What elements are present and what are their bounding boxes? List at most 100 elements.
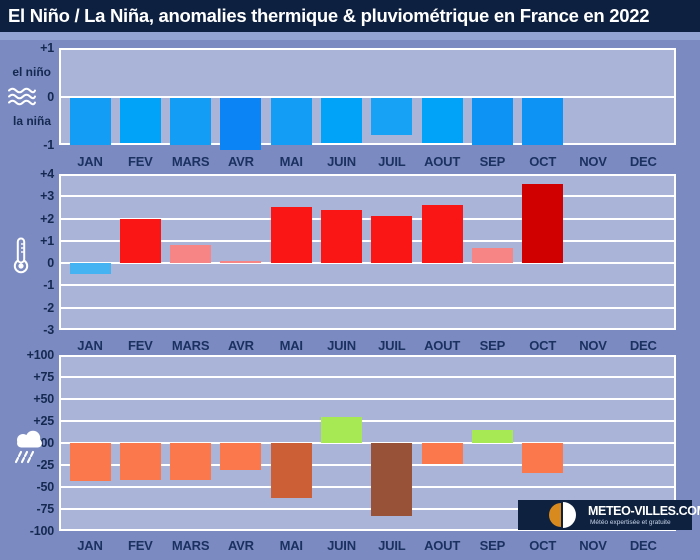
month-label: FEV (127, 338, 153, 353)
bar-aout (421, 443, 463, 465)
gridline (59, 217, 676, 220)
bar-mai (270, 443, 312, 499)
y-tick-label: -25 (36, 458, 55, 472)
plot-border-bottom (59, 328, 676, 330)
y-tick-label: +75 (33, 370, 54, 384)
month-label: DEC (629, 154, 657, 169)
month-label: JUIL (378, 338, 406, 353)
month-label: JUIL (378, 538, 406, 553)
gridline (59, 464, 676, 466)
month-label: AOUT (424, 154, 461, 169)
logo-globe-right-half (563, 502, 576, 528)
month-label: OCT (529, 338, 557, 353)
y-tick-label: -1 (43, 278, 54, 293)
bar-mars (170, 245, 212, 264)
gridline (59, 486, 676, 488)
month-label: MARS (171, 538, 210, 553)
month-label: AVR (227, 538, 254, 553)
month-label: SEP (479, 154, 506, 169)
month-label: DEC (629, 338, 657, 353)
y-tick-label: +2 (40, 211, 54, 226)
month-label: AVR (227, 154, 254, 169)
y-tick-label: +100 (26, 348, 55, 362)
y-tick-label: -100 (29, 524, 54, 538)
month-label: OCT (529, 538, 557, 553)
plot-border-bottom (59, 143, 676, 145)
bar-aout (421, 96, 463, 143)
bar-sep (471, 247, 513, 264)
logo-globe-icon (549, 502, 576, 528)
month-label: AOUT (424, 538, 461, 553)
bar-avr (220, 260, 262, 264)
bar-juil (371, 443, 413, 517)
y-tick-label: -50 (36, 480, 55, 494)
bar-fev (119, 218, 161, 264)
bar-avr (220, 443, 262, 471)
gridline (59, 95, 676, 98)
bar-avr (220, 96, 262, 150)
bar-mai (270, 207, 312, 264)
gridline (59, 306, 676, 309)
gridline (59, 284, 676, 287)
y-tick-label: -75 (36, 502, 55, 516)
bar-oct (522, 96, 564, 145)
gridline (59, 195, 676, 198)
gridline (59, 398, 676, 400)
bar-oct (522, 184, 564, 264)
bar-jan (69, 263, 111, 275)
month-label: JUIN (327, 154, 356, 169)
month-label: MAI (279, 338, 303, 353)
month-label: OCT (529, 154, 557, 169)
plot-border-top (59, 355, 676, 357)
month-label: JAN (77, 154, 103, 169)
month-label: AVR (227, 338, 254, 353)
page-title: El Niño / La Niña, anomalies thermique &… (0, 0, 700, 32)
bar-jan (69, 443, 111, 481)
bar-juin (321, 96, 362, 143)
month-label: NOV (579, 338, 607, 353)
gridline (59, 376, 676, 378)
month-label: MAI (279, 538, 303, 553)
title-divider (0, 32, 700, 40)
logo-tagline: Météo expertisée et gratuite (590, 519, 671, 526)
bar-fev (119, 96, 161, 143)
y-tick-label: +1 (40, 41, 54, 55)
y-tick-label: -2 (43, 300, 54, 315)
month-label: DEC (629, 538, 657, 553)
gridline (59, 508, 676, 510)
logo-name: METEO-VILLES.COM (588, 504, 700, 518)
month-label: JUIN (327, 538, 356, 553)
logo-globe-left-half (549, 503, 561, 527)
month-label: FEV (127, 154, 153, 169)
bar-sep (471, 429, 513, 443)
plot-border-bottom (59, 529, 676, 531)
month-label: JAN (77, 538, 103, 553)
gridline (59, 239, 676, 242)
precipitation-month-axis: JAN FEV MARS AVR MAI JUIN JUIL AOUT SEP OCT NOV DEC (59, 538, 676, 554)
month-label: SEP (479, 338, 506, 353)
y-tick-label: +1 (40, 233, 54, 248)
y-tick-label: 00 (40, 436, 54, 450)
month-label: JUIL (378, 154, 406, 169)
month-label: MAI (279, 154, 303, 169)
bar-jan (69, 96, 111, 145)
enso-month-axis: JAN FEV MARS AVR MAI JUIN JUIL AOUT SEP OCT NOV DEC (59, 154, 676, 170)
y-tick-label: -1 (43, 138, 54, 152)
bar-juin (321, 416, 362, 443)
bar-mars (170, 96, 212, 145)
enso-chart (59, 48, 676, 150)
bar-oct (522, 443, 564, 473)
gridline (59, 442, 676, 444)
bar-fev (119, 443, 161, 480)
gridline (59, 262, 676, 265)
y-tick-label: +25 (33, 414, 54, 428)
plot-border-right (674, 174, 676, 330)
y-tick-label: 0 (47, 256, 54, 271)
thermometer-icon (13, 237, 29, 274)
month-label: FEV (127, 538, 153, 553)
month-label: JAN (77, 338, 103, 353)
y-tick-label: +50 (33, 392, 54, 406)
y-tick-label: +3 (40, 189, 54, 204)
bar-sep (471, 96, 513, 145)
